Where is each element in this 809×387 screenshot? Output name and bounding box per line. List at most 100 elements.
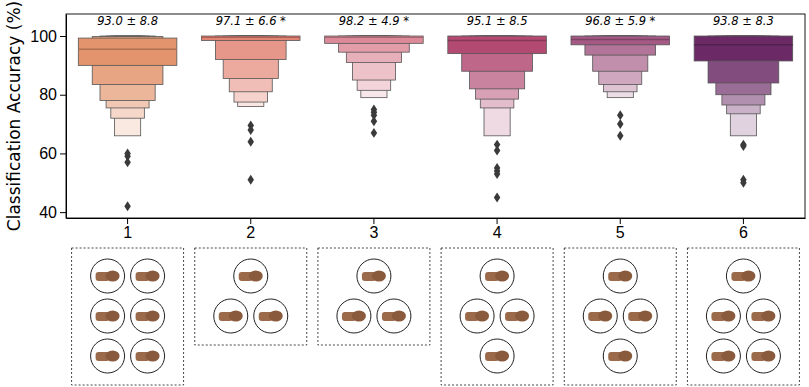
x-tick-mark xyxy=(373,218,374,224)
x-tick: 3 xyxy=(369,218,378,241)
annotation: 93.0 ± 8.8 xyxy=(97,14,158,28)
icon-circle xyxy=(460,299,494,333)
boxen xyxy=(571,36,670,141)
icon-hand xyxy=(146,311,160,322)
gesture-panel xyxy=(195,248,307,345)
y-axis-title: Classification Accuracy (%) xyxy=(4,1,24,231)
icon-hand xyxy=(741,271,755,282)
panel-frame xyxy=(441,248,553,385)
gesture-panel xyxy=(564,248,676,385)
boxen xyxy=(325,36,424,138)
gesture-icon xyxy=(91,299,125,333)
panel-frame xyxy=(687,248,799,385)
boxen xyxy=(448,36,547,202)
letter-value-box xyxy=(78,38,177,65)
x-tick-label: 1 xyxy=(123,224,132,241)
outlier xyxy=(740,141,747,151)
gesture-icon xyxy=(131,339,165,373)
x-tick-label: 6 xyxy=(739,224,748,241)
icon-circle xyxy=(131,339,165,373)
icon-hand xyxy=(106,311,120,322)
icon-hand xyxy=(146,271,160,282)
x-tick-label: 5 xyxy=(616,224,625,241)
icon-circle xyxy=(706,299,740,333)
x-tick-label: 4 xyxy=(493,224,502,241)
gesture-icon xyxy=(746,299,780,333)
letter-value-box xyxy=(325,36,424,43)
median xyxy=(448,40,547,42)
panel-frame xyxy=(318,248,430,345)
gesture-icon xyxy=(131,259,165,293)
gesture-icon xyxy=(214,299,248,333)
x-tick: 4 xyxy=(493,218,502,241)
icon-circle xyxy=(91,339,125,373)
outlier xyxy=(617,131,624,141)
annotation: 93.8 ± 8.3 xyxy=(713,14,774,28)
annotation: 96.8 ± 5.9 * xyxy=(585,14,655,28)
median xyxy=(78,48,177,50)
y-tick: 100 xyxy=(30,28,66,45)
y-tick-mark xyxy=(60,153,66,154)
outlier xyxy=(617,110,624,120)
gesture-panel xyxy=(318,248,430,345)
icon-circle xyxy=(91,259,125,293)
median xyxy=(201,36,300,38)
gesture-panel xyxy=(687,248,799,385)
icon-hand xyxy=(475,311,489,322)
icon-circle xyxy=(706,339,740,373)
icon-circle xyxy=(603,339,637,373)
gesture-icon xyxy=(337,299,371,333)
icon-hand xyxy=(761,351,775,362)
gesture-icon xyxy=(480,259,514,293)
annotation: 97.1 ± 6.6 * xyxy=(216,14,286,28)
plot-area xyxy=(78,36,792,211)
outlier xyxy=(371,116,378,126)
outlier xyxy=(494,169,501,179)
y-tick: 80 xyxy=(39,86,66,103)
outlier xyxy=(247,175,254,185)
icon-hand xyxy=(721,351,735,362)
y-tick-label: 40 xyxy=(39,204,57,221)
gesture-icon xyxy=(603,339,637,373)
icon-hand xyxy=(598,311,612,322)
x-axis: 1 2 3 4 5 6 xyxy=(67,218,806,241)
gesture-icon xyxy=(746,339,780,373)
icon-circle xyxy=(746,299,780,333)
y-tick-mark xyxy=(60,36,66,37)
outlier xyxy=(247,137,254,147)
x-tick-mark xyxy=(743,218,744,224)
icon-hand xyxy=(618,271,632,282)
icon-circle xyxy=(131,259,165,293)
letter-value-box xyxy=(201,36,300,40)
gesture-icon xyxy=(480,339,514,373)
x-tick-mark xyxy=(127,218,128,224)
icon-circle xyxy=(746,339,780,373)
icon-hand xyxy=(106,271,120,282)
y-tick-mark xyxy=(60,95,66,96)
outlier xyxy=(617,119,624,129)
gesture-icon xyxy=(377,299,411,333)
icon-hand xyxy=(372,271,386,282)
icon-circle xyxy=(131,299,165,333)
panel-frame xyxy=(195,248,307,345)
icon-circle xyxy=(583,299,617,333)
panel-frame xyxy=(564,248,676,385)
letter-value-box xyxy=(448,36,547,54)
y-tick-label: 100 xyxy=(30,28,57,45)
annotation: 95.1 ± 8.5 xyxy=(467,14,528,28)
icon-hand xyxy=(495,271,509,282)
outlier xyxy=(124,201,131,211)
y-tick-mark xyxy=(60,212,66,213)
letter-value-box xyxy=(694,36,793,61)
x-tick-label: 2 xyxy=(246,224,255,241)
icon-circle xyxy=(254,299,288,333)
gesture-icon xyxy=(254,299,288,333)
gesture-icon xyxy=(706,299,740,333)
x-tick: 2 xyxy=(246,218,255,241)
boxen xyxy=(201,36,300,185)
gesture-icon xyxy=(583,299,617,333)
icon-circle xyxy=(623,299,657,333)
icon-circle xyxy=(603,259,637,293)
plot-frame xyxy=(66,14,805,218)
x-tick-mark xyxy=(250,218,251,224)
